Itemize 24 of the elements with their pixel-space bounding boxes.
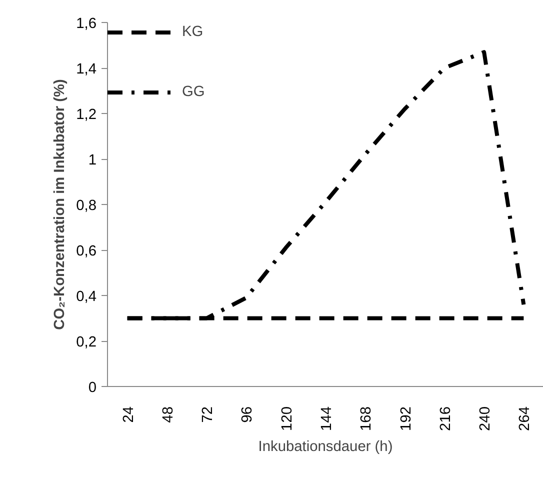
- x-tick-label: 120: [279, 406, 296, 431]
- y-tick-label: 0,2: [76, 334, 96, 350]
- y-tick-label: 0: [88, 380, 97, 396]
- x-tick-label: 168: [358, 406, 375, 431]
- x-tick-label: 264: [517, 406, 534, 431]
- x-tick-label: 96: [240, 406, 256, 423]
- x-tick-label: 144: [319, 406, 335, 431]
- x-tick-label: 24: [120, 406, 137, 423]
- x-tick-label: 192: [398, 406, 414, 431]
- x-tick-label: 72: [200, 406, 216, 423]
- y-tick-label: 0,4: [76, 289, 96, 305]
- y-tick-label: 0,6: [76, 244, 96, 260]
- y-axis-title: CO₂-Konzentration im Inkubator (%): [52, 78, 68, 330]
- x-tick-label: 216: [438, 406, 454, 431]
- y-tick-label: 1,2: [76, 107, 96, 123]
- legend-label: GG: [182, 84, 205, 100]
- x-tick-label: 240: [478, 406, 494, 431]
- y-tick-label: 1,4: [76, 62, 96, 78]
- x-axis-title: Inkubationsdauer (h): [258, 438, 393, 455]
- y-tick-label: 0,8: [76, 198, 96, 214]
- legend-label: KG: [182, 24, 204, 40]
- x-tick-label: 48: [160, 406, 176, 423]
- y-tick-label: 1: [88, 152, 97, 168]
- y-tick-label: 1,6: [76, 16, 96, 32]
